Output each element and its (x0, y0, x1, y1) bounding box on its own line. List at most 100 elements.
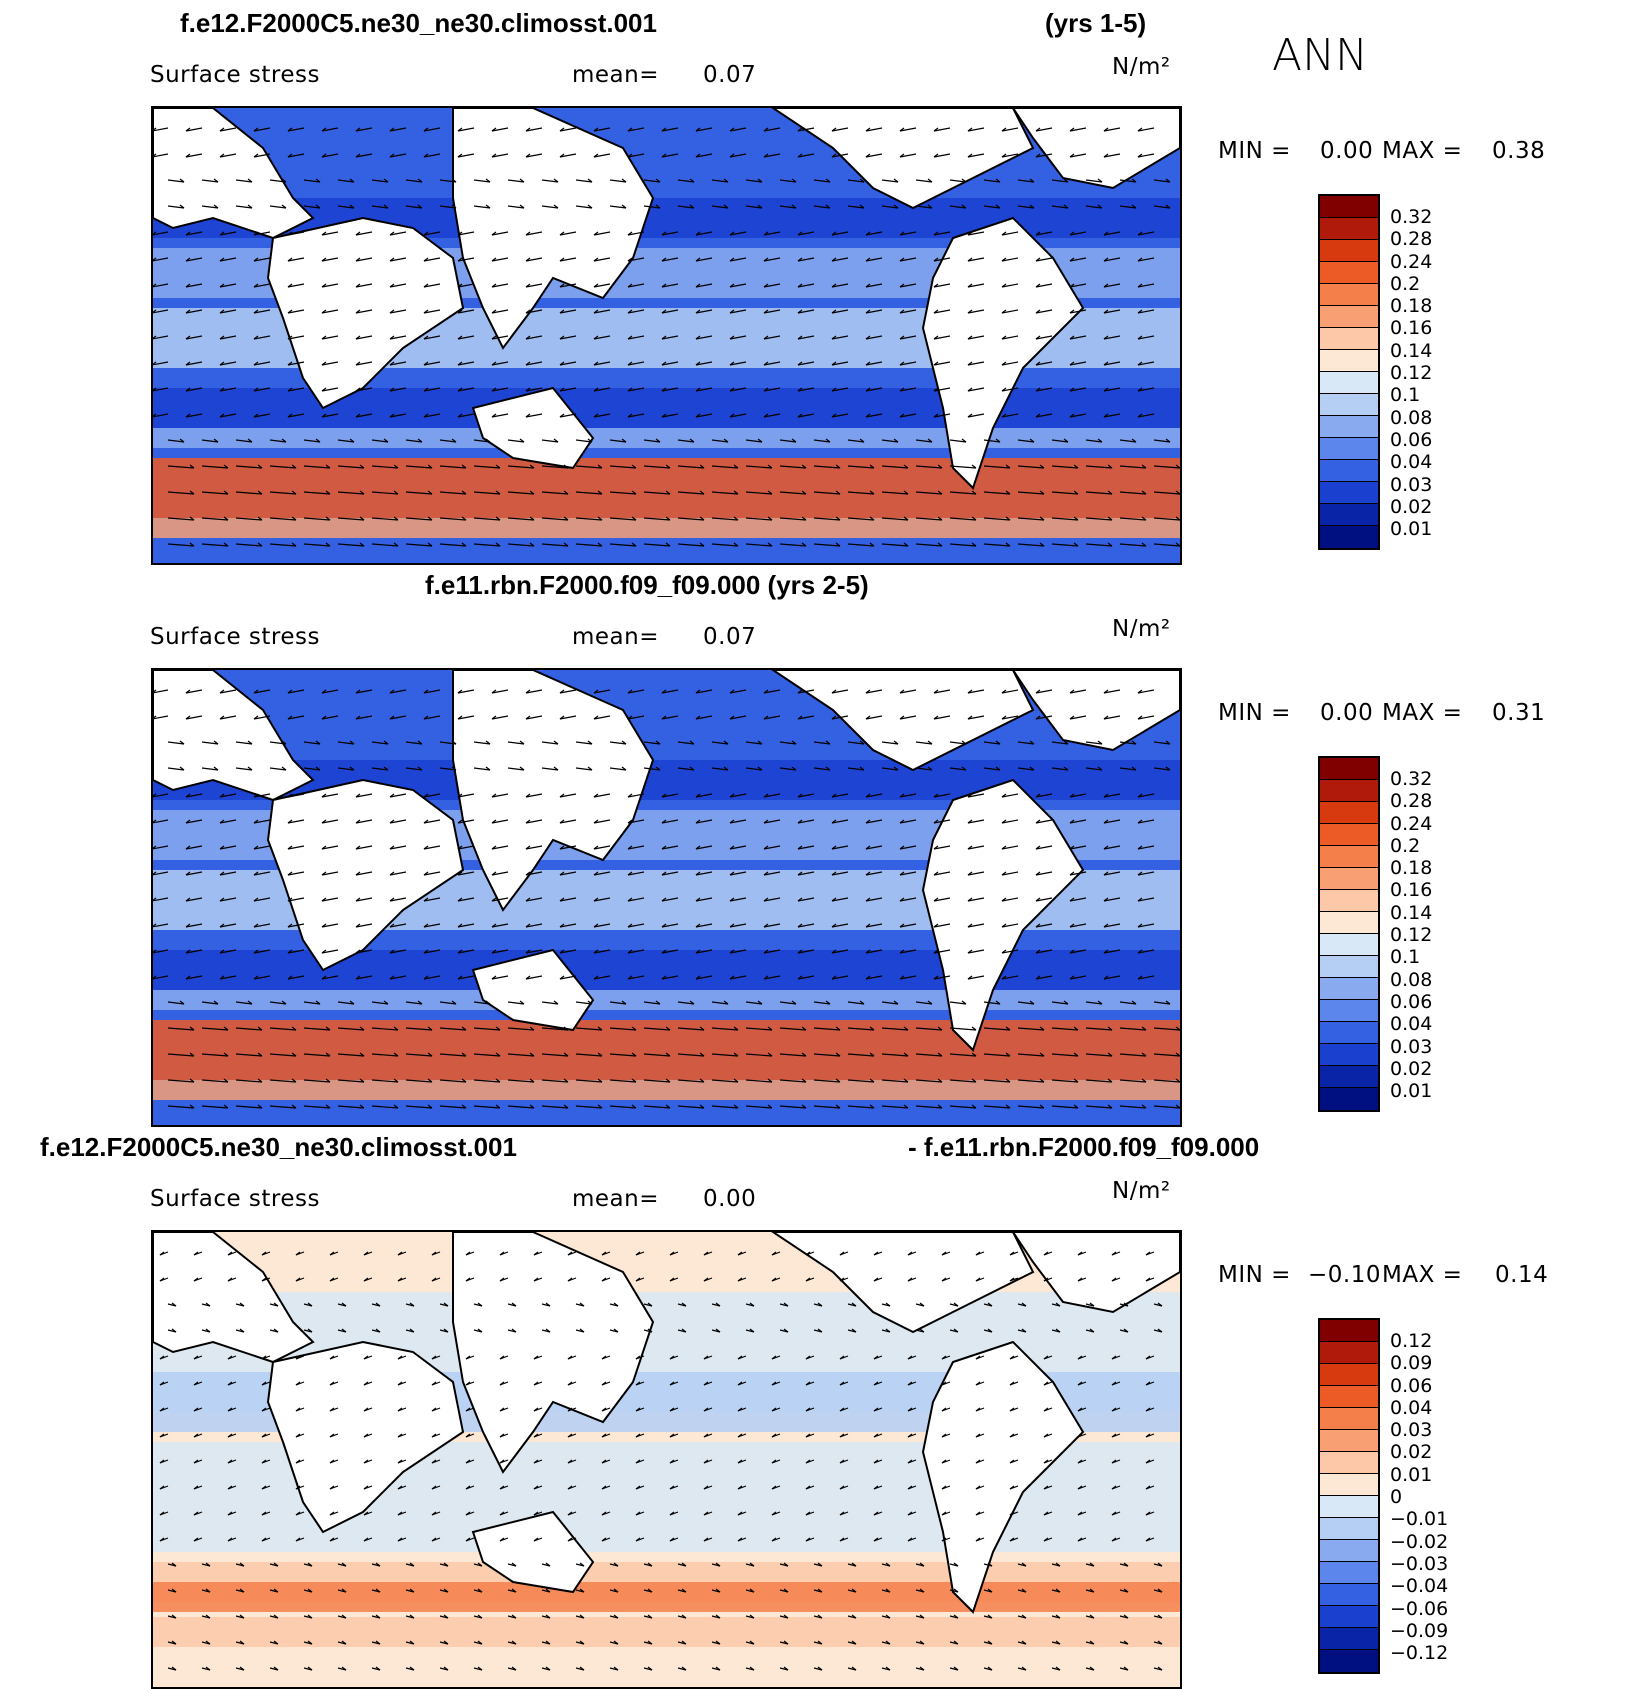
colorbar-swatch (1320, 262, 1378, 284)
colorbar-swatch (1320, 1430, 1378, 1452)
panel2-units: N/m² (1112, 616, 1171, 642)
colorbar-tick-label: 0.04 (1390, 451, 1433, 474)
colorbar-swatch (1320, 1518, 1378, 1540)
colorbar-tick-label: 0.24 (1390, 812, 1433, 835)
panel2-min-value: 0.00 (1320, 700, 1374, 726)
colorbar-tick-label: −0.01 (1390, 1508, 1449, 1531)
colorbar-swatch (1320, 1408, 1378, 1430)
colorbar-swatch (1320, 284, 1378, 306)
wind-vectors (153, 689, 1180, 1109)
colorbar-tick-label: 0.03 (1390, 1419, 1433, 1442)
colorbar-tick-label: 0.32 (1390, 768, 1433, 790)
colorbar-swatch (1320, 934, 1378, 956)
land-mass (1011, 670, 1180, 752)
colorbar-swatch (1320, 780, 1378, 802)
colorbar-tick-label: 0.2 (1390, 834, 1421, 857)
colorbar-swatch (1320, 1584, 1378, 1606)
colorbar-tick-label: 0.06 (1390, 1374, 1433, 1397)
field-band (153, 388, 1180, 428)
colorbar-tick-label: 0.08 (1390, 406, 1433, 429)
panel1-map-svg (153, 108, 1180, 563)
colorbar-swatch (1320, 240, 1378, 262)
panel1-variable: Surface stress (150, 62, 320, 88)
colorbar-swatch (1320, 1562, 1378, 1584)
colorbar-swatch (1320, 196, 1378, 218)
land-mass (153, 670, 315, 802)
land-mass (1011, 1232, 1180, 1314)
colorbar-tick-label: 0.06 (1390, 990, 1433, 1013)
panel3-mean-label: mean= (572, 1186, 659, 1212)
colorbar-swatch (1320, 868, 1378, 890)
colorbar-tick-label: 0.16 (1390, 879, 1433, 902)
colorbar-swatch (1320, 956, 1378, 978)
colorbar-swatch (1320, 218, 1378, 240)
colorbar-tick-label: 0.16 (1390, 317, 1433, 340)
colorbar-tick-label: 0.12 (1390, 362, 1433, 385)
colorbar-tick-label: 0.24 (1390, 250, 1433, 273)
panel2-max-label: MAX = (1382, 700, 1463, 726)
field-band (153, 1582, 1180, 1612)
colorbar-tick-label: 0.04 (1390, 1013, 1433, 1036)
panel3-variable: Surface stress (150, 1186, 320, 1212)
colorbar-tick-label: −0.02 (1390, 1530, 1449, 1553)
colorbar-swatch (1320, 460, 1378, 482)
land-mass (471, 948, 595, 1032)
land-mass (266, 778, 465, 972)
panel3-max-value: 0.14 (1495, 1262, 1549, 1288)
wind-vectors (153, 127, 1180, 547)
land-mass (153, 1232, 315, 1364)
colorbar-tick-label: 0.28 (1390, 790, 1433, 813)
colorbar-tick-label: 0.32 (1390, 206, 1433, 228)
field-band (153, 1617, 1180, 1647)
colorbar-swatch (1320, 758, 1378, 780)
colorbar-tick-label: 0.18 (1390, 295, 1433, 318)
colorbar-swatch (1320, 1022, 1378, 1044)
colorbar-swatch (1320, 912, 1378, 934)
colorbar-tick-label: 0.09 (1390, 1352, 1433, 1375)
colorbar-swatch (1320, 1628, 1378, 1650)
panel2-title: f.e11.rbn.F2000.f09_f09.000 (yrs 2-5) (425, 570, 869, 600)
land-mass (1011, 108, 1180, 190)
panel1-colorbar-labels: 0.32 0.28 0.24 0.2 0.18 0.16 0.14 0.12 0.1 0.08 0.… (1390, 206, 1432, 540)
colorbar-tick-label: 0.12 (1390, 1330, 1433, 1352)
panel1-colorbar (1318, 194, 1380, 550)
colorbar-swatch (1320, 372, 1378, 394)
colorbar-swatch (1320, 1452, 1378, 1474)
colorbar-tick-label: 0.14 (1390, 339, 1433, 362)
land-mass (153, 108, 315, 240)
panel2-mean-value: 0.07 (703, 624, 757, 650)
panel3-min-value: −0.10 (1308, 1262, 1381, 1288)
panel3-title-right: - f.e11.rbn.F2000.f09_f09.000 (908, 1132, 1260, 1162)
colorbar-tick-label: 0.06 (1390, 428, 1433, 451)
colorbar-swatch (1320, 1540, 1378, 1562)
panel3-units: N/m² (1112, 1178, 1171, 1204)
colorbar-swatch (1320, 978, 1378, 1000)
colorbar-swatch (1320, 824, 1378, 846)
colorbar-swatch (1320, 416, 1378, 438)
panel3-map (151, 1230, 1182, 1689)
panel1-title: f.e12.F2000C5.ne30_ne30.climosst.001 (180, 8, 657, 38)
panel1-units: N/m² (1112, 54, 1171, 80)
panel3-min-label: MIN = (1218, 1262, 1291, 1288)
colorbar-tick-label: 0.01 (1390, 518, 1433, 541)
colorbar-tick-label: 0.02 (1390, 1441, 1433, 1464)
colorbar-swatch (1320, 504, 1378, 526)
colorbar-tick-label: 0 (1390, 1486, 1403, 1509)
colorbar-swatch (1320, 394, 1378, 416)
panel1-max-label: MAX = (1382, 138, 1463, 164)
colorbar-tick-label: 0.03 (1390, 1035, 1433, 1058)
colorbar-swatch (1320, 1474, 1378, 1496)
panel2-map (151, 668, 1182, 1127)
land-mass (471, 1510, 595, 1594)
colorbar-swatch (1320, 526, 1378, 548)
land-mass (471, 386, 595, 470)
colorbar-tick-label: 0.18 (1390, 857, 1433, 880)
field-band (153, 990, 1180, 1010)
field-band (153, 428, 1180, 448)
colorbar-tick-label: −0.06 (1390, 1597, 1449, 1620)
colorbar-swatch (1320, 328, 1378, 350)
colorbar-swatch (1320, 1044, 1378, 1066)
land-mass (921, 1340, 1085, 1614)
colorbar-swatch (1320, 350, 1378, 372)
panel2-mean-label: mean= (572, 624, 659, 650)
